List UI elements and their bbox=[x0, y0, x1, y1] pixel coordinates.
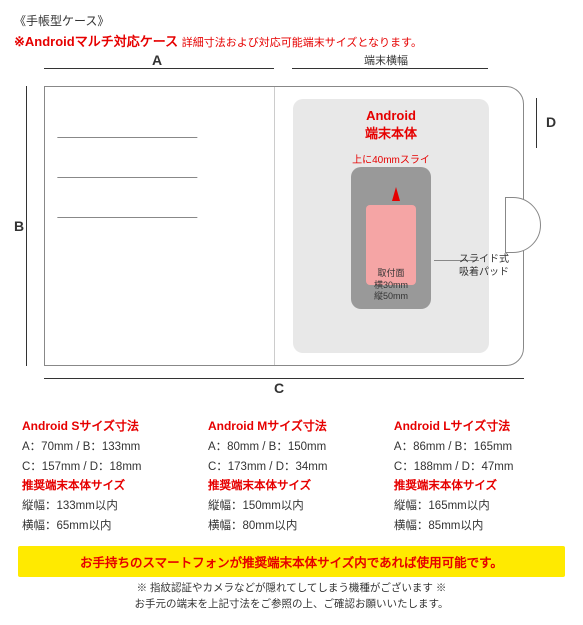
size-l-a: A：86mm / B：165mm bbox=[394, 438, 561, 458]
footnote-2: お手元の端末を上記寸法をご参照の上、ご確認お願いいたします。 bbox=[135, 598, 449, 610]
dim-b-line bbox=[26, 86, 27, 366]
case-left-panel bbox=[45, 87, 275, 365]
dim-d-label: D bbox=[546, 114, 556, 130]
mount-text: 取付面 横30mm 縦50mm bbox=[351, 268, 431, 303]
header-title: 《手帳型ケース》 bbox=[14, 12, 569, 29]
size-m-h: 縦幅：150mm以内 bbox=[208, 497, 375, 517]
mount-pad: 取付面 横30mm 縦50mm スライド式 吸着パッド bbox=[351, 167, 431, 309]
dim-a-label: A bbox=[152, 52, 162, 68]
size-s-rec: 推奨端末本体サイズ bbox=[22, 477, 189, 497]
phone-title-2: 端末本体 bbox=[365, 126, 417, 141]
dim-d-line bbox=[536, 98, 537, 148]
case-diagram: A 端末横幅 B C D 端末縦幅 Android 端末本体 上に40m bbox=[14, 58, 569, 398]
size-l-h: 縦幅：165mm以内 bbox=[394, 497, 561, 517]
size-table: Android Sサイズ寸法 A：70mm / B：133mm C：157mm … bbox=[14, 416, 569, 536]
size-m-c: C：173mm / D：34mm bbox=[208, 458, 375, 478]
card-slot-3 bbox=[56, 217, 197, 219]
size-s-a: A：70mm / B：133mm bbox=[22, 438, 189, 458]
size-m-w: 横幅：80mm以内 bbox=[208, 517, 375, 537]
notice-bold: ※Androidマルチ対応ケース bbox=[14, 34, 178, 49]
size-m-title: Android Mサイズ寸法 bbox=[208, 416, 375, 436]
mount-l3: 縦50mm bbox=[374, 291, 408, 301]
terminal-width-label: 端末横幅 bbox=[364, 52, 408, 68]
phone-title: Android 端末本体 bbox=[293, 99, 489, 143]
mount-l2: 横30mm bbox=[374, 280, 408, 290]
slide-arrow-icon bbox=[392, 187, 400, 201]
pad-l1: スライド式 bbox=[459, 254, 509, 265]
dim-a-line bbox=[44, 68, 274, 69]
size-m-rec: 推奨端末本体サイズ bbox=[208, 477, 375, 497]
compatibility-banner: お手持ちのスマートフォンが推奨端末本体サイズ内であれば使用可能です。 bbox=[18, 546, 565, 577]
dim-c-label: C bbox=[274, 380, 284, 396]
page-container: 《手帳型ケース》 ※Androidマルチ対応ケース 詳細寸法および対応可能端末サ… bbox=[0, 0, 583, 625]
card-slot-2 bbox=[56, 177, 197, 179]
case-flap bbox=[505, 197, 541, 253]
case-outer: Android 端末本体 上に40mmスライド 取付面 横30mm 縦50mm bbox=[44, 86, 524, 366]
size-m-a: A：80mm / B：150mm bbox=[208, 438, 375, 458]
size-s-c: C：157mm / D：18mm bbox=[22, 458, 189, 478]
pad-l2: 吸着パッド bbox=[459, 267, 509, 278]
footnote-1: ※ 指紋認証やカメラなどが隠れてしてしまう機種がございます ※ bbox=[137, 582, 447, 594]
size-s-title: Android Sサイズ寸法 bbox=[22, 416, 189, 436]
footnote: ※ 指紋認証やカメラなどが隠れてしてしまう機種がございます ※ お手元の端末を上… bbox=[14, 581, 569, 613]
size-l-rec: 推奨端末本体サイズ bbox=[394, 477, 561, 497]
size-l-c: C：188mm / D：47mm bbox=[394, 458, 561, 478]
phone-title-1: Android bbox=[366, 108, 416, 123]
mount-l1: 取付面 bbox=[377, 268, 404, 278]
size-s-col: Android Sサイズ寸法 A：70mm / B：133mm C：157mm … bbox=[22, 416, 189, 536]
size-s-w: 横幅：65mm以内 bbox=[22, 517, 189, 537]
size-m-col: Android Mサイズ寸法 A：80mm / B：150mm C：173mm … bbox=[208, 416, 375, 536]
phone-area: Android 端末本体 上に40mmスライド 取付面 横30mm 縦50mm bbox=[293, 99, 489, 353]
size-s-h: 縦幅：133mm以内 bbox=[22, 497, 189, 517]
header-notice: ※Androidマルチ対応ケース 詳細寸法および対応可能端末サイズとなります。 bbox=[14, 31, 569, 50]
size-l-title: Android Lサイズ寸法 bbox=[394, 416, 561, 436]
card-slot-1 bbox=[56, 137, 197, 139]
dim-c-line bbox=[44, 378, 524, 379]
notice-small: 詳細寸法および対応可能端末サイズとなります。 bbox=[182, 37, 422, 49]
size-l-w: 横幅：85mm以内 bbox=[394, 517, 561, 537]
terminal-width-line bbox=[292, 68, 488, 69]
dim-b-label: B bbox=[14, 218, 24, 234]
case-right-panel: Android 端末本体 上に40mmスライド 取付面 横30mm 縦50mm bbox=[275, 87, 507, 365]
size-l-col: Android Lサイズ寸法 A：86mm / B：165mm C：188mm … bbox=[394, 416, 561, 536]
pad-label: スライド式 吸着パッド bbox=[459, 253, 509, 279]
